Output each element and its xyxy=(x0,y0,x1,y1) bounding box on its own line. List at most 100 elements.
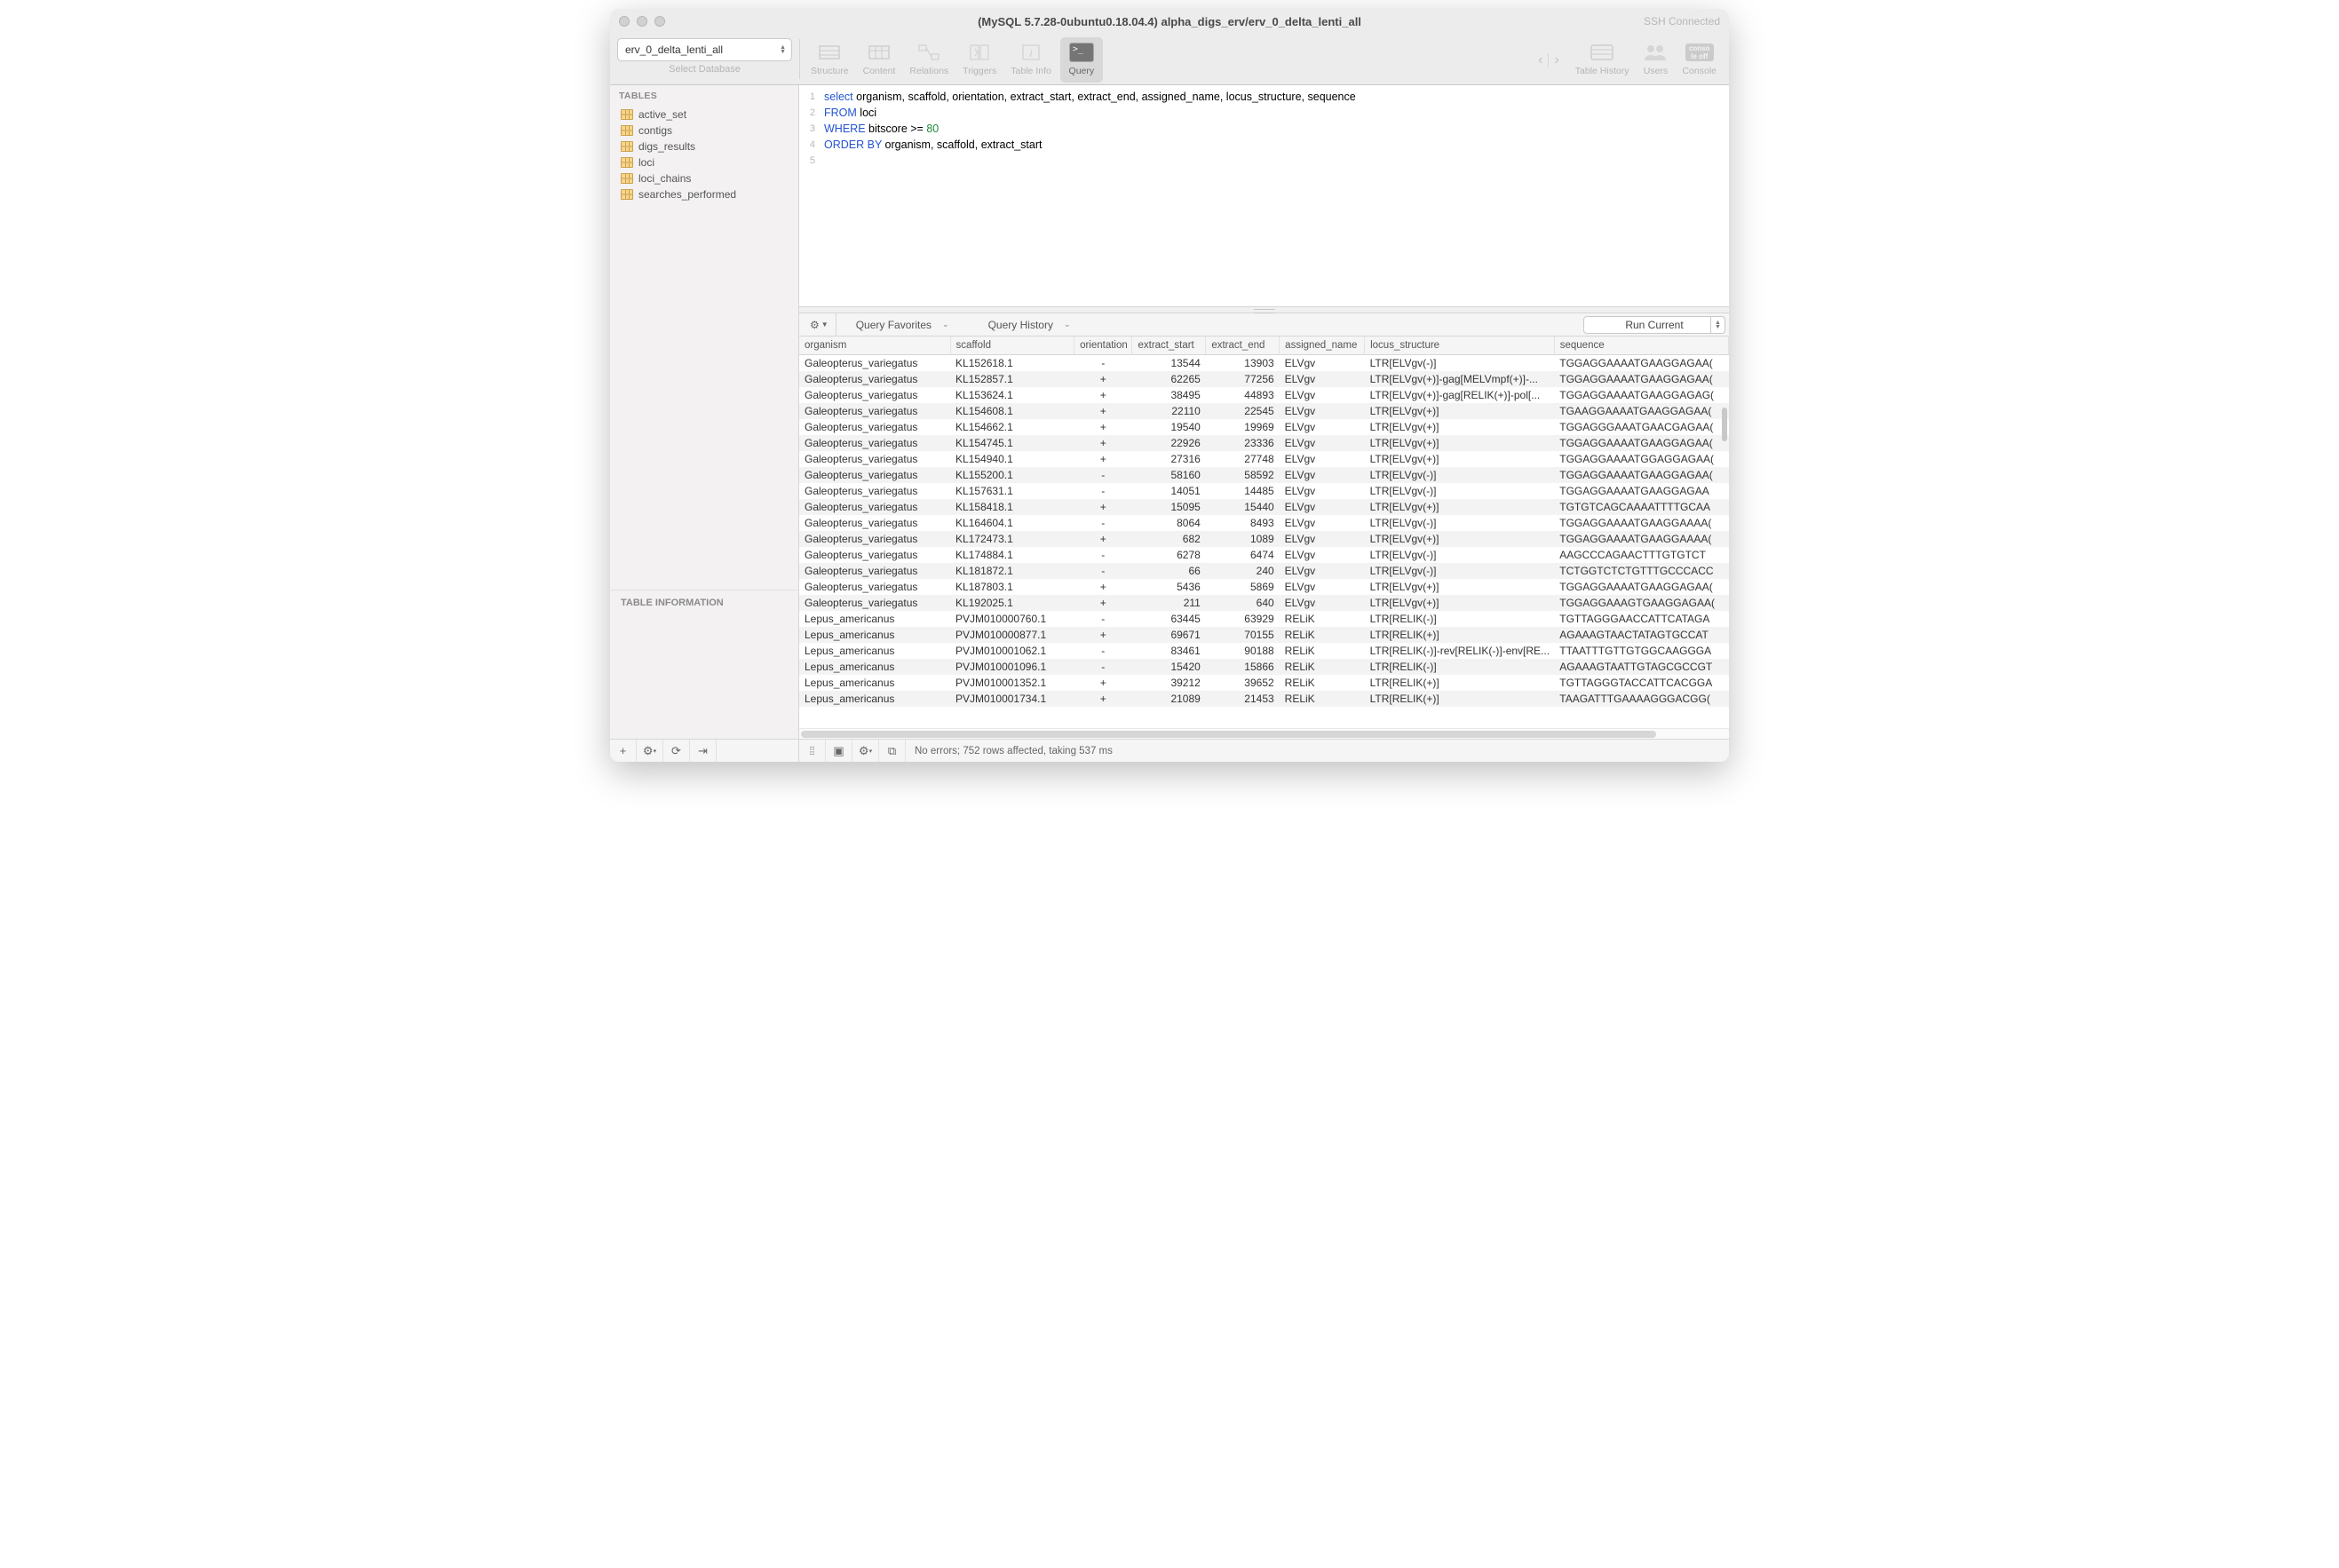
cell: - xyxy=(1074,515,1132,531)
split-drag-handle[interactable] xyxy=(799,307,1729,313)
view-tab-relations[interactable]: Relations xyxy=(904,37,954,83)
table-row[interactable]: Galeopterus_variegatusKL172473.1+6821089… xyxy=(799,531,1729,547)
cell: ELVgv xyxy=(1280,451,1365,467)
run-current-button[interactable]: Run Current ▲▼ xyxy=(1583,316,1725,334)
sidebar-table-item[interactable]: active_set xyxy=(614,107,795,123)
table-row[interactable]: Galeopterus_variegatusKL155200.1-5816058… xyxy=(799,467,1729,483)
view-tab-structure[interactable]: Structure xyxy=(805,37,854,83)
view-mode-button[interactable]: ▣ xyxy=(826,740,852,762)
history-forward-button[interactable]: › xyxy=(1554,52,1558,68)
collapse-sidebar-button[interactable]: ⇥ xyxy=(690,740,717,762)
cell: LTR[ELVgv(+)]-gag[RELIK(+)]-pol[... xyxy=(1365,387,1555,403)
results-table-scroll[interactable]: organismscaffoldorientationextract_start… xyxy=(799,337,1729,728)
close-window-button[interactable] xyxy=(619,16,630,27)
table-row[interactable]: Lepus_americanusPVJM010000760.1-63445639… xyxy=(799,611,1729,627)
main-area: TABLES active_setcontigsdigs_resultsloci… xyxy=(610,85,1729,739)
table-row[interactable]: Galeopterus_variegatusKL174884.1-6278647… xyxy=(799,547,1729,563)
sidebar-table-item[interactable]: contigs xyxy=(614,123,795,139)
view-tab-triggers[interactable]: Triggers xyxy=(957,37,1002,83)
refresh-button[interactable]: ⟳ xyxy=(663,740,690,762)
column-header[interactable]: sequence xyxy=(1554,337,1728,355)
view-tab-table-info[interactable]: iTable Info xyxy=(1005,37,1057,83)
table-row[interactable]: Galeopterus_variegatusKL157631.1-1405114… xyxy=(799,483,1729,499)
console-button[interactable]: conso le off Console xyxy=(1677,37,1722,83)
column-header[interactable]: extract_start xyxy=(1132,337,1206,355)
bottom-bar: + ⚙︎▾ ⟳ ⇥ ⦙⦙ ▣ ⚙︎▾ ⧉ No errors; 752 rows… xyxy=(610,739,1729,762)
cell: KL154745.1 xyxy=(950,435,1074,451)
cell: RELiK xyxy=(1280,675,1365,691)
sql-editor[interactable]: 12345 select organism, scaffold, orienta… xyxy=(799,85,1729,307)
database-selector[interactable]: erv_0_delta_lenti_all ▲▼ xyxy=(617,38,792,61)
table-actions-button[interactable]: ⚙︎▾ xyxy=(637,740,663,762)
horizontal-scrollbar[interactable] xyxy=(799,728,1729,739)
gear-icon: ⚙︎ xyxy=(643,744,654,758)
table-row[interactable]: Galeopterus_variegatusKL154662.1+1954019… xyxy=(799,419,1729,435)
cell: 90188 xyxy=(1206,643,1280,659)
table-row[interactable]: Galeopterus_variegatusKL158418.1+1509515… xyxy=(799,499,1729,515)
editor-code[interactable]: select organism, scaffold, orientation, … xyxy=(819,85,1729,306)
table-row[interactable]: Galeopterus_variegatusKL187803.1+5436586… xyxy=(799,579,1729,595)
sidebar-table-item[interactable]: loci_chains xyxy=(614,170,795,186)
users-button[interactable]: Users xyxy=(1634,37,1677,83)
history-back-button[interactable]: ‹ xyxy=(1538,52,1542,68)
query-gear-button[interactable]: ⚙︎▼ xyxy=(803,313,836,336)
cell: 70155 xyxy=(1206,627,1280,643)
cell: RELiK xyxy=(1280,659,1365,675)
table-row[interactable]: Galeopterus_variegatusKL152618.1-1354413… xyxy=(799,355,1729,372)
vertical-scrollbar-thumb[interactable] xyxy=(1722,408,1727,441)
table-row[interactable]: Galeopterus_variegatusKL192025.1+211640E… xyxy=(799,595,1729,611)
code-line: ORDER BY organism, scaffold, extract_sta… xyxy=(824,137,1729,153)
sidebar-table-item[interactable]: digs_results xyxy=(614,139,795,154)
cell: LTR[RELIK(+)] xyxy=(1365,691,1555,707)
table-row[interactable]: Lepus_americanusPVJM010001062.1-83461901… xyxy=(799,643,1729,659)
cell: LTR[ELVgv(-)] xyxy=(1365,355,1555,372)
cell: + xyxy=(1074,531,1132,547)
table-row[interactable]: Lepus_americanusPVJM010001734.1+21089214… xyxy=(799,691,1729,707)
cell: ELVgv xyxy=(1280,531,1365,547)
table-row[interactable]: Galeopterus_variegatusKL152857.1+6226577… xyxy=(799,371,1729,387)
menu-label: Query History xyxy=(988,319,1053,331)
result-actions-button[interactable]: ⚙︎▾ xyxy=(852,740,879,762)
table-row[interactable]: Galeopterus_variegatusKL154608.1+2211022… xyxy=(799,403,1729,419)
column-header[interactable]: assigned_name xyxy=(1280,337,1365,355)
query-history-menu[interactable]: Query History ⌄ xyxy=(969,319,1090,331)
cell: TGGAGGAAAATGAAGGAAAA( xyxy=(1554,515,1728,531)
cell: LTR[RELIK(-)]-rev[RELIK(-)]-env[RE... xyxy=(1365,643,1555,659)
columns-toggle-button[interactable]: ⦙⦙ xyxy=(799,740,826,762)
column-header[interactable]: extract_end xyxy=(1206,337,1280,355)
column-header[interactable]: orientation xyxy=(1074,337,1132,355)
cell: TGGAGGGAAATGAACGAGAA( xyxy=(1554,419,1728,435)
query-favorites-menu[interactable]: Query Favorites ⌄ xyxy=(836,319,969,331)
column-header[interactable]: locus_structure xyxy=(1365,337,1555,355)
minimize-window-button[interactable] xyxy=(637,16,647,27)
table-row[interactable]: Galeopterus_variegatusKL181872.1-66240EL… xyxy=(799,563,1729,579)
copy-button[interactable]: ⧉ xyxy=(879,740,906,762)
sidebar: TABLES active_setcontigsdigs_resultsloci… xyxy=(610,85,799,739)
tab-label: Relations xyxy=(909,66,948,76)
cell: Galeopterus_variegatus xyxy=(799,515,950,531)
cell: 63445 xyxy=(1132,611,1206,627)
chevron-updown-icon: ▲▼ xyxy=(1710,317,1725,333)
table-row[interactable]: Lepus_americanusPVJM010000877.1+69671701… xyxy=(799,627,1729,643)
add-button[interactable]: + xyxy=(610,740,637,762)
table-row[interactable]: Galeopterus_variegatusKL154745.1+2292623… xyxy=(799,435,1729,451)
table-history-button[interactable]: Table History xyxy=(1570,37,1635,83)
table-row[interactable]: Lepus_americanusPVJM010001096.1-15420158… xyxy=(799,659,1729,675)
sidebar-table-item[interactable]: loci xyxy=(614,154,795,170)
cell: Lepus_americanus xyxy=(799,611,950,627)
view-tab-content[interactable]: Content xyxy=(858,37,901,83)
code-line: WHERE bitscore >= 80 xyxy=(824,121,1729,137)
zoom-window-button[interactable] xyxy=(654,16,665,27)
sidebar-tables-header: TABLES xyxy=(610,85,798,107)
view-tab-query[interactable]: Query xyxy=(1060,37,1103,83)
table-row[interactable]: Galeopterus_variegatusKL154940.1+2731627… xyxy=(799,451,1729,467)
table-icon xyxy=(621,173,633,184)
sidebar-table-item[interactable]: searches_performed xyxy=(614,186,795,202)
column-header[interactable]: organism xyxy=(799,337,950,355)
table-row[interactable]: Lepus_americanusPVJM010001352.1+39212396… xyxy=(799,675,1729,691)
table-row[interactable]: Galeopterus_variegatusKL153624.1+3849544… xyxy=(799,387,1729,403)
horizontal-scrollbar-thumb[interactable] xyxy=(801,731,1656,738)
column-header[interactable]: scaffold xyxy=(950,337,1074,355)
table-row[interactable]: Galeopterus_variegatusKL164604.1-8064849… xyxy=(799,515,1729,531)
cell: + xyxy=(1074,387,1132,403)
